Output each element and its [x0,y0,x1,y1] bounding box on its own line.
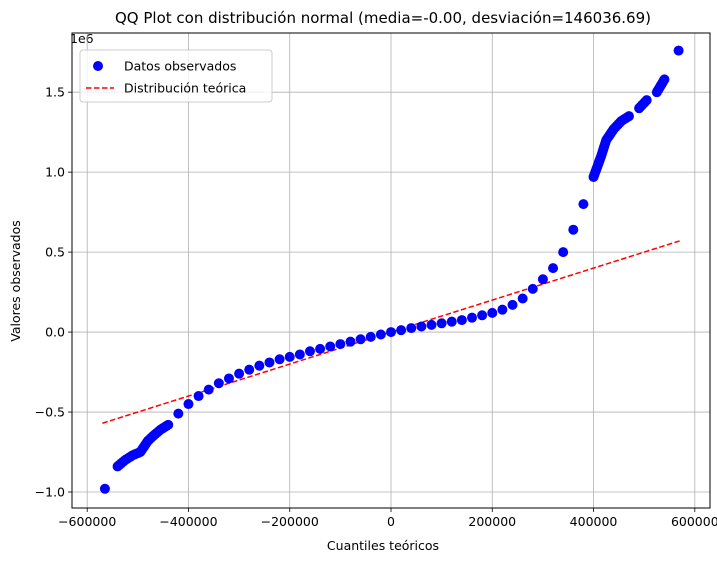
observed-point [183,399,194,410]
observed-point [507,299,518,310]
legend: Datos observados Distribución teórica [79,49,273,103]
x-tick-label: 0 [387,514,395,529]
observed-point [588,171,599,182]
legend-marker-observed [93,61,103,71]
observed-point [193,391,204,402]
observed-point [537,274,548,285]
x-axis: −600000 −400000 −200000 0 200000 400000 600000 [58,508,717,529]
observed-point [335,339,346,350]
observed-point [127,450,138,461]
observed-point [375,329,386,340]
observed-point [558,247,569,258]
observed-point [651,87,662,98]
observed-point [173,408,184,419]
x-axis-label: Cuantiles teóricos [327,538,439,553]
x-tick-label: 400000 [570,514,618,529]
observed-point [456,315,467,326]
observed-point [325,341,336,352]
chart-title: QQ Plot con distribución normal (media=-… [115,9,651,27]
observed-point [659,74,670,85]
observed-point [274,354,285,365]
observed-point [345,336,356,347]
observed-point [517,293,528,304]
observed-point [416,321,427,332]
observed-point [163,419,174,430]
observed-point [244,364,255,375]
x-tick-label: −600000 [58,514,116,529]
legend-box [79,49,273,103]
observed-point [155,424,166,435]
observed-point [365,331,376,342]
observed-point [406,323,417,334]
legend-label-theoretical: Distribución teórica [124,81,246,96]
observed-point [616,115,627,126]
x-tick-label: 600000 [671,514,717,529]
x-tick-label: −400000 [159,514,217,529]
observed-point [284,351,295,362]
observed-point [596,151,607,162]
observed-point [99,483,110,494]
observed-point [467,312,478,323]
observed-point [487,307,498,318]
observed-point [203,384,214,395]
observed-point [527,283,538,294]
observed-point [213,378,224,389]
observed-point [112,461,123,472]
legend-label-observed: Datos observados [124,59,236,74]
y-tick-label: 1.0 [45,165,65,180]
observed-point [223,373,234,384]
observed-point [396,325,407,336]
y-tick-label: −1.0 [35,485,65,500]
y-axis: −1.0 −0.5 0.0 0.5 1.0 1.5 [35,85,72,500]
observed-point [608,123,619,134]
observed-point [120,455,131,466]
observed-point [477,310,488,321]
y-axis-label: Valores observados [8,220,23,341]
observed-point [568,224,579,235]
observed-point [135,447,146,458]
observed-point [355,334,366,345]
observed-point [623,111,634,122]
observed-point [264,357,275,368]
observed-point [148,431,159,442]
y-offset-label: 1e6 [70,31,94,46]
observed-point [634,103,645,114]
observed-point [497,304,508,315]
observed-point [641,95,652,106]
observed-point [294,349,305,360]
x-tick-label: 200000 [468,514,516,529]
observed-point [386,327,396,338]
observed-point [254,360,265,371]
observed-point [315,343,326,354]
y-tick-label: −0.5 [35,405,65,420]
observed-point [673,45,684,56]
observed-point [234,368,245,379]
observed-point [436,318,447,329]
observed-point [446,316,457,327]
y-tick-label: 0.0 [45,325,65,340]
y-tick-label: 1.5 [45,85,65,100]
observed-point [304,346,315,357]
x-tick-label: −200000 [261,514,319,529]
observed-point [548,263,559,274]
observed-point [601,135,612,146]
observed-series [99,45,684,494]
y-tick-label: 0.5 [45,245,65,260]
observed-point [578,199,589,210]
observed-point [426,319,437,330]
